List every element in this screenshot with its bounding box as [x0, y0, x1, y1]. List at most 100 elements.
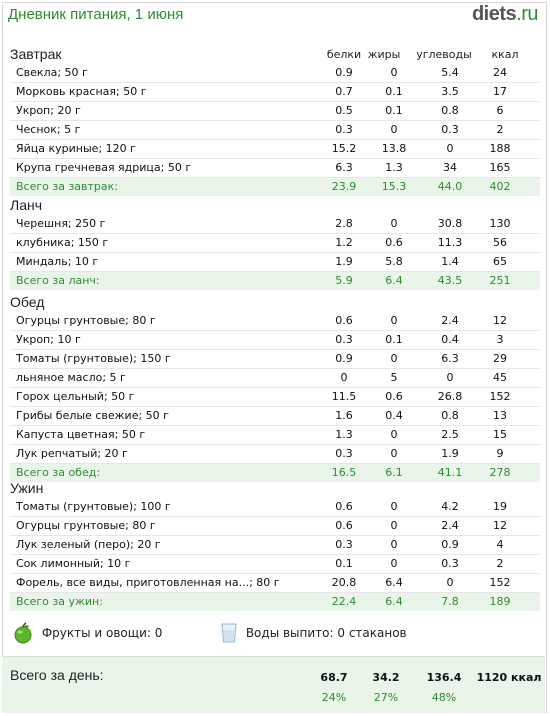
food-kcal: 56 — [493, 236, 507, 249]
day-carbs: 136.4 — [426, 671, 462, 684]
meal-title: Завтрак — [10, 46, 62, 62]
water-label: Воды выпито: 0 стаканов — [245, 625, 407, 640]
food-carbs: 0 — [446, 576, 454, 589]
total-fat: 15.3 — [381, 180, 407, 193]
food-carbs: 2.4 — [441, 314, 459, 327]
food-item-name: Укроп; 10 г — [16, 333, 81, 346]
food-kcal: 29 — [493, 352, 507, 365]
food-fat: 0 — [390, 66, 398, 79]
food-carbs: 6.3 — [441, 352, 459, 365]
food-carbs: 0.8 — [441, 409, 459, 422]
food-protein: 0.9 — [335, 66, 353, 79]
food-row: Морковь красная; 50 г 0.7 0.1 3.5 17 — [10, 83, 540, 102]
food-item-name: Капуста цветная; 50 г — [16, 428, 146, 441]
food-row: Лук репчатый; 20 г 0.3 0 1.9 9 — [10, 445, 540, 464]
food-protein: 0.7 — [335, 85, 353, 98]
food-row: Огурцы грунтовые; 80 г 0.6 0 2.4 12 — [10, 312, 540, 331]
meal-total-row: Всего за ужин: 22.4 6.4 7.8 189 — [10, 593, 540, 611]
food-fat: 0 — [390, 123, 398, 136]
food-fat: 0 — [390, 519, 398, 532]
page-title: Дневник питания, 1 июня — [8, 6, 184, 23]
food-carbs: 0 — [446, 371, 454, 384]
meal-section: Завтрак Свекла; 50 г 0.9 0 5.4 24 Морковь крас… — [0, 44, 550, 196]
food-item-name: Огурцы грунтовые; 80 г — [16, 314, 156, 327]
day-carbs-pct: 48% — [431, 691, 457, 704]
food-protein: 15.2 — [331, 142, 357, 155]
food-protein: 0.3 — [335, 447, 353, 460]
meal-title: Ланч — [10, 197, 42, 213]
food-carbs: 1.4 — [441, 255, 459, 268]
food-row: Сок лимонный; 10 г 0.1 0 0.3 2 — [10, 555, 540, 574]
meal-total-row: Всего за завтрак: 23.9 15.3 44.0 402 — [10, 178, 540, 196]
food-kcal: 13 — [493, 409, 507, 422]
food-row: Томаты (грунтовые); 100 г 0.6 0 4.2 19 — [10, 498, 540, 517]
food-carbs: 0 — [446, 142, 454, 155]
food-protein: 0.6 — [335, 519, 353, 532]
food-kcal: 130 — [489, 217, 511, 230]
apple-icon — [14, 622, 32, 644]
total-item-name: Всего за ужин: — [16, 595, 103, 608]
day-total-label: Всего за день: — [10, 667, 104, 683]
food-fat: 5.8 — [385, 255, 403, 268]
food-protein: 0 — [340, 371, 348, 384]
food-protein: 20.8 — [331, 576, 357, 589]
food-kcal: 65 — [493, 255, 507, 268]
food-fat: 0.6 — [385, 390, 403, 403]
site-logo[interactable]: diets.ru — [471, 3, 539, 26]
food-kcal: 188 — [489, 142, 511, 155]
food-fat: 1.3 — [385, 161, 403, 174]
day-kcal: 1120 ккал — [476, 671, 542, 684]
total-protein: 16.5 — [331, 466, 357, 479]
food-protein: 11.5 — [331, 390, 357, 403]
food-fat: 0 — [390, 538, 398, 551]
food-carbs: 30.8 — [437, 217, 463, 230]
food-item-name: Горох цельный; 50 г — [16, 390, 135, 403]
day-protein: 68.7 — [320, 671, 348, 684]
food-protein: 0.6 — [335, 500, 353, 513]
food-carbs: 1.9 — [441, 447, 459, 460]
food-carbs: 34 — [443, 161, 457, 174]
food-fat: 0.1 — [385, 85, 403, 98]
food-item-name: Томаты (грунтовые); 100 г — [16, 500, 171, 513]
food-item-name: Томаты (грунтовые); 150 г — [16, 352, 171, 365]
food-fat: 0.1 — [385, 333, 403, 346]
food-carbs: 2.4 — [441, 519, 459, 532]
food-kcal: 12 — [493, 519, 507, 532]
food-row: Форель, все виды, приготовленная на...; … — [10, 574, 540, 593]
food-protein: 0.3 — [335, 333, 353, 346]
glass-icon — [221, 623, 237, 643]
food-kcal: 3 — [496, 333, 504, 346]
food-item-name: Сок лимонный; 10 г — [16, 557, 131, 570]
food-carbs: 11.3 — [437, 236, 463, 249]
food-protein: 0.1 — [335, 557, 353, 570]
day-protein-pct: 24% — [321, 691, 347, 704]
meal-section: Ужин Томаты (грунтовые); 100 г 0.6 0 4.2 19 Ог… — [0, 478, 550, 611]
food-carbs: 0.8 — [441, 104, 459, 117]
food-kcal: 4 — [496, 538, 504, 551]
food-fat: 0 — [390, 428, 398, 441]
food-protein: 1.9 — [335, 255, 353, 268]
total-fat: 6.4 — [385, 274, 403, 287]
food-fat: 6.4 — [385, 576, 403, 589]
food-protein: 0.5 — [335, 104, 353, 117]
total-carbs: 7.8 — [441, 595, 459, 608]
food-row: Крупа гречневая ядрица; 50 г 6.3 1.3 34 165 — [10, 159, 540, 178]
food-row: Яйца куриные; 120 г 15.2 13.8 0 188 — [10, 140, 540, 159]
food-kcal: 15 — [493, 428, 507, 441]
food-protein: 0.3 — [335, 123, 353, 136]
food-item-name: льняное масло; 5 г — [16, 371, 126, 384]
food-row: Черешня; 250 г 2.8 0 30.8 130 — [10, 215, 540, 234]
logo-main: diets — [471, 3, 517, 25]
food-carbs: 4.2 — [441, 500, 459, 513]
food-fat: 13.8 — [381, 142, 407, 155]
food-fat: 0.4 — [385, 409, 403, 422]
total-protein: 23.9 — [331, 180, 357, 193]
food-fat: 0 — [390, 217, 398, 230]
food-carbs: 3.5 — [441, 85, 459, 98]
total-item-name: Всего за ланч: — [16, 274, 100, 287]
food-item-name: Свекла; 50 г — [16, 66, 88, 79]
fruits-label: Фрукты и овощи: 0 — [41, 625, 163, 640]
meal-section: Обед Огурцы грунтовые; 80 г 0.6 0 2.4 12 Укроп… — [0, 292, 550, 482]
food-row: Лук зеленый (перо); 20 г 0.3 0 0.9 4 — [10, 536, 540, 555]
food-item-name: Огурцы грунтовые; 80 г — [16, 519, 156, 532]
